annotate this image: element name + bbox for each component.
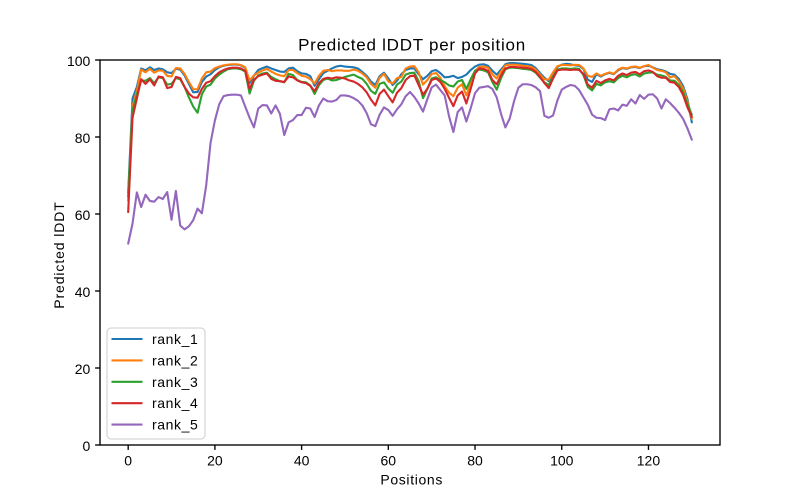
svg-text:0: 0 xyxy=(83,438,91,454)
svg-text:20: 20 xyxy=(75,361,91,377)
svg-text:Positions: Positions xyxy=(380,471,443,487)
svg-text:40: 40 xyxy=(294,453,310,469)
svg-text:60: 60 xyxy=(75,207,91,223)
svg-text:20: 20 xyxy=(207,453,223,469)
svg-text:100: 100 xyxy=(67,53,91,69)
svg-text:Predicted lDDT: Predicted lDDT xyxy=(51,201,67,309)
svg-text:60: 60 xyxy=(381,453,397,469)
svg-text:100: 100 xyxy=(550,453,574,469)
svg-text:rank_5: rank_5 xyxy=(152,417,198,433)
svg-text:40: 40 xyxy=(75,284,91,300)
svg-text:120: 120 xyxy=(637,453,661,469)
svg-text:rank_1: rank_1 xyxy=(152,331,198,347)
svg-text:0: 0 xyxy=(124,453,132,469)
svg-text:Predicted lDDT per position: Predicted lDDT per position xyxy=(298,36,526,55)
svg-text:rank_4: rank_4 xyxy=(152,395,198,411)
svg-text:80: 80 xyxy=(75,130,91,146)
svg-text:rank_3: rank_3 xyxy=(152,374,198,390)
svg-text:rank_2: rank_2 xyxy=(152,352,198,368)
svg-text:80: 80 xyxy=(467,453,483,469)
